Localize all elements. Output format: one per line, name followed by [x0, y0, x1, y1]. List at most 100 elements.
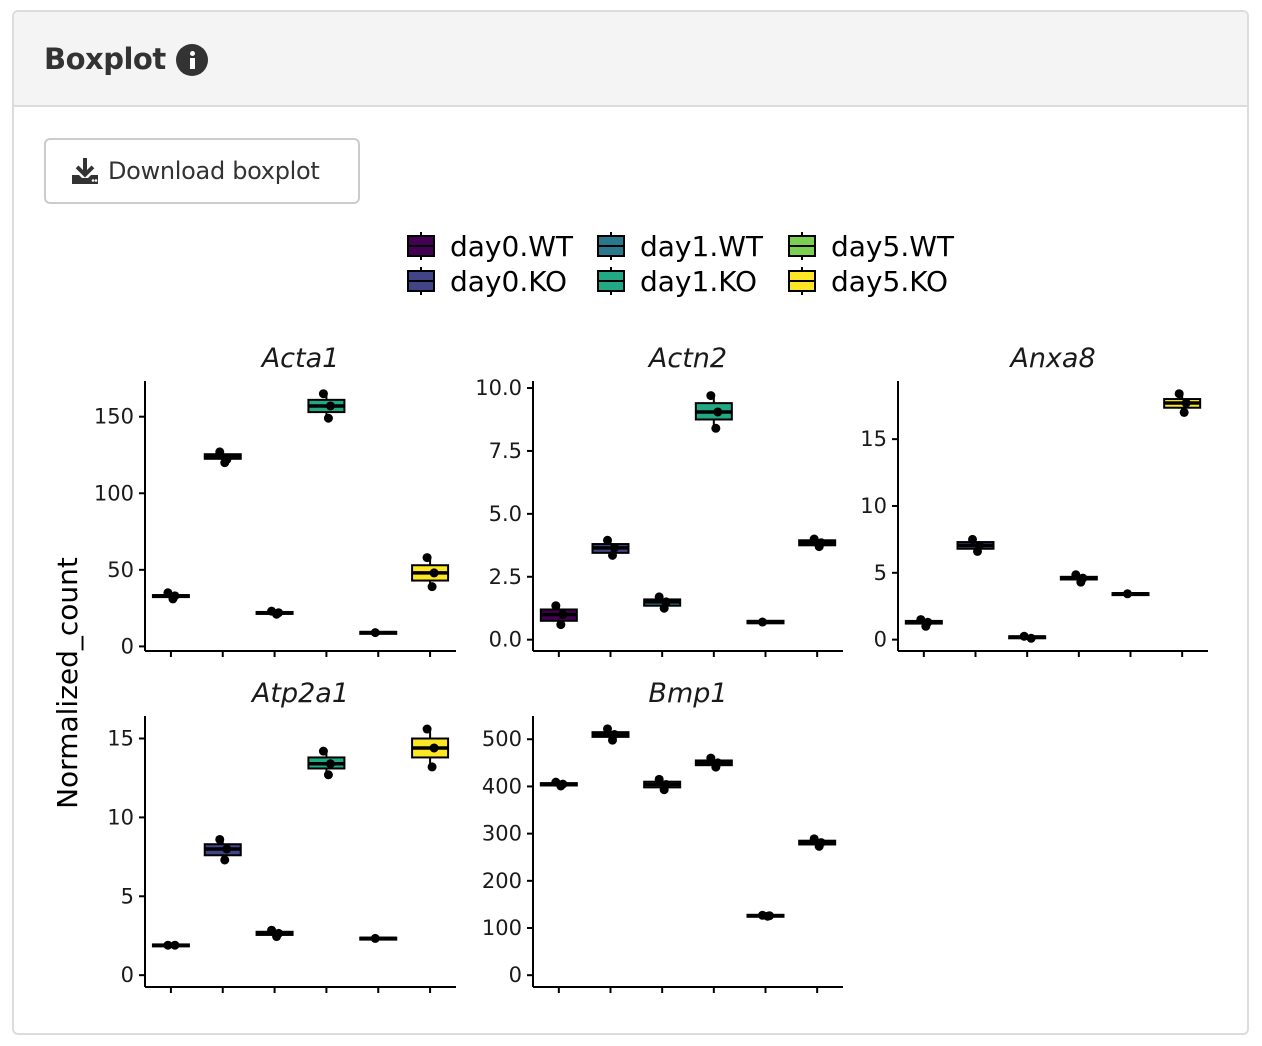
y-tick-label: 2.5 [489, 565, 522, 589]
data-point [1174, 389, 1184, 399]
legend-item: day5.WT [788, 230, 955, 263]
box-day5.WT [1111, 589, 1150, 599]
data-point [814, 542, 824, 552]
facet-title: Atp2a1 [250, 678, 349, 709]
data-point [659, 603, 669, 613]
data-point [608, 735, 617, 745]
box-day0.WT [904, 615, 943, 631]
data-point [603, 724, 612, 734]
data-point [551, 601, 561, 611]
y-tick-label: 100 [94, 481, 134, 505]
boxplot-card: Boxplot Download boxplot [12, 10, 1249, 1035]
data-point [706, 753, 716, 763]
box-day5.KO [411, 553, 450, 592]
box-day1.KO [694, 391, 733, 433]
data-point [654, 592, 664, 602]
data-point [558, 610, 568, 620]
box-day0.KO [956, 534, 995, 556]
data-point [973, 546, 982, 556]
box-day0.KO [591, 724, 630, 745]
y-tick-label: 150 [94, 405, 134, 429]
info-circle-icon[interactable] [175, 43, 208, 76]
box-day0.WT [539, 601, 578, 630]
data-point [608, 550, 617, 560]
data-point [429, 743, 439, 753]
data-point [659, 785, 669, 795]
data-point [921, 621, 931, 631]
data-point [603, 535, 612, 545]
data-point [170, 940, 180, 950]
data-point [318, 389, 328, 399]
box-day0.KO [203, 447, 242, 468]
facet-panel-acta1: Acta1 0 50 100 150 [94, 343, 456, 658]
data-point [215, 447, 225, 457]
data-point [763, 911, 772, 921]
box-day0.KO [203, 834, 242, 865]
data-point [323, 770, 333, 780]
legend-item: day0.KO [407, 265, 567, 298]
box-day0.KO [591, 535, 630, 560]
data-point [323, 413, 333, 423]
data-point [429, 568, 439, 578]
box-day5.KO [798, 534, 837, 552]
facet-panel-anxa8: Anxa8 0 5 10 15 [860, 343, 1208, 657]
legend-label: day5.KO [831, 265, 948, 298]
box-day1.KO [694, 753, 733, 772]
legend-label: day1.KO [640, 265, 757, 298]
box-day1.KO [307, 389, 346, 423]
data-point [711, 423, 721, 433]
data-point [968, 534, 977, 544]
data-point [1181, 398, 1191, 408]
data-point [163, 588, 173, 598]
data-point [427, 582, 437, 592]
data-point [556, 620, 566, 630]
legend-label: day0.KO [450, 265, 567, 298]
facet-panel-atp2a1: Atp2a1 0 5 10 15 [107, 678, 456, 993]
legend-label: day0.WT [450, 230, 574, 263]
legend-item: day1.KO [597, 265, 757, 298]
legend-label: day1.WT [640, 230, 764, 263]
legend-label: day5.WT [831, 230, 955, 263]
data-point [215, 834, 225, 844]
box-day0.WT [539, 777, 578, 791]
box-day1.WT [255, 606, 294, 619]
box-day5.KO [411, 724, 450, 772]
data-point [163, 940, 173, 950]
box-day5.KO [1163, 389, 1202, 417]
data-point [814, 841, 824, 851]
legend-item: day0.WT [407, 230, 574, 263]
data-point [325, 401, 335, 411]
card-title: Boxplot [44, 41, 166, 76]
data-point [706, 391, 716, 401]
data-point [370, 933, 380, 943]
y-tick-label: 200 [482, 869, 522, 893]
data-point [1071, 570, 1081, 580]
data-point [1123, 589, 1132, 599]
y-tick-label: 100 [482, 916, 522, 940]
data-point [222, 844, 232, 854]
facet-panel-bmp1: Bmp1 0 100 200 300 400 500 [482, 678, 843, 993]
y-tick-label: 400 [482, 774, 522, 798]
y-tick-label: 10.0 [475, 376, 522, 400]
y-tick-label: 0 [509, 963, 522, 987]
y-tick-label: 0.0 [489, 628, 522, 652]
data-point [272, 932, 282, 942]
y-tick-label: 0 [121, 963, 134, 987]
download-boxplot-button[interactable]: Download boxplot [44, 138, 360, 204]
y-tick-label: 0 [121, 634, 134, 658]
box-day1.WT [1008, 631, 1047, 643]
data-point [809, 534, 819, 544]
data-point [1026, 633, 1036, 643]
data-point [916, 615, 926, 625]
box-day5.WT [359, 628, 398, 638]
box-day1.WT [643, 592, 682, 613]
y-tick-label: 5 [121, 884, 134, 908]
box-day1.WT [643, 774, 682, 795]
y-tick-label: 5.0 [489, 502, 522, 526]
y-tick-label: 300 [482, 822, 522, 846]
data-point [168, 594, 178, 604]
facet-panel-actn2: Actn2 0.0 2.5 5.0 7.5 10.0 [475, 343, 843, 657]
y-tick-label: 7.5 [489, 439, 522, 463]
data-point [711, 762, 721, 772]
